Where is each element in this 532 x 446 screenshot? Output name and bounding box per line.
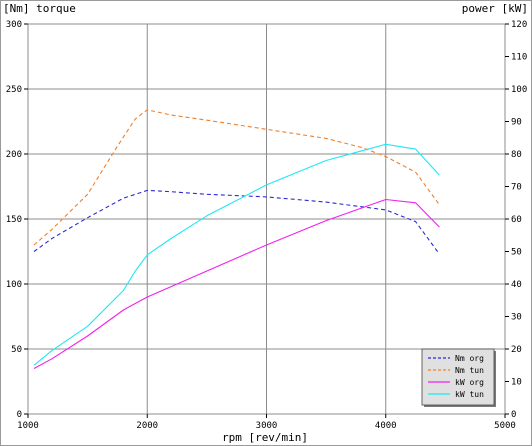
- legend: Nm org Nm tun kW org kW tun: [421, 348, 496, 407]
- y-right-tick-label: 30: [511, 313, 522, 323]
- y-left-tick-label: 300: [6, 20, 22, 30]
- x-tick-label: 2000: [136, 421, 158, 431]
- y-left-tick-label: 200: [6, 150, 22, 160]
- y-right-tick-label: 100: [511, 85, 527, 95]
- y-right-tick-label: 90: [511, 118, 522, 128]
- legend-label: Nm tun: [455, 366, 484, 375]
- x-tick-label: 1000: [17, 421, 39, 431]
- x-axis-title: rpm [rev/min]: [222, 431, 308, 444]
- series-line-nm-tun: [33, 109, 440, 246]
- y-right-tick-label: 80: [511, 150, 522, 160]
- series-line-nm-org: [33, 189, 440, 255]
- legend-label: kW tun: [455, 390, 484, 399]
- y-left-tick-label: 0: [17, 410, 22, 420]
- y-left-tick-label: 250: [6, 85, 22, 95]
- x-tick-label: 4000: [375, 421, 397, 431]
- series-line-kw-tun: [33, 143, 440, 366]
- y-left-tick-label: 150: [6, 215, 22, 225]
- y-right-tick-label: 60: [511, 215, 522, 225]
- axes: 1000 2000 3000 4000 500005010015020025030001…: [6, 20, 528, 431]
- legend-label: kW org: [455, 378, 484, 387]
- y-right-tick-label: 120: [511, 20, 527, 30]
- y-right-tick-label: 0: [511, 410, 516, 420]
- y-left-tick-label: 100: [6, 280, 22, 290]
- x-tick-label: 5000: [494, 421, 516, 431]
- y-right-tick-label: 10: [511, 378, 522, 388]
- y-right-tick-label: 70: [511, 183, 522, 193]
- right-axis-title: power [kW]: [462, 2, 528, 15]
- x-tick-label: 3000: [256, 421, 278, 431]
- series-lines: [33, 109, 440, 369]
- y-right-tick-label: 50: [511, 248, 522, 258]
- y-right-tick-label: 40: [511, 280, 522, 290]
- y-right-tick-label: 110: [511, 53, 527, 63]
- y-left-tick-label: 50: [11, 345, 22, 355]
- series-line-kw-org: [33, 198, 440, 369]
- grid-lines: [27, 23, 506, 415]
- legend-label: Nm org: [455, 354, 484, 363]
- left-axis-title: [Nm] torque: [3, 2, 76, 15]
- y-right-tick-label: 20: [511, 345, 522, 355]
